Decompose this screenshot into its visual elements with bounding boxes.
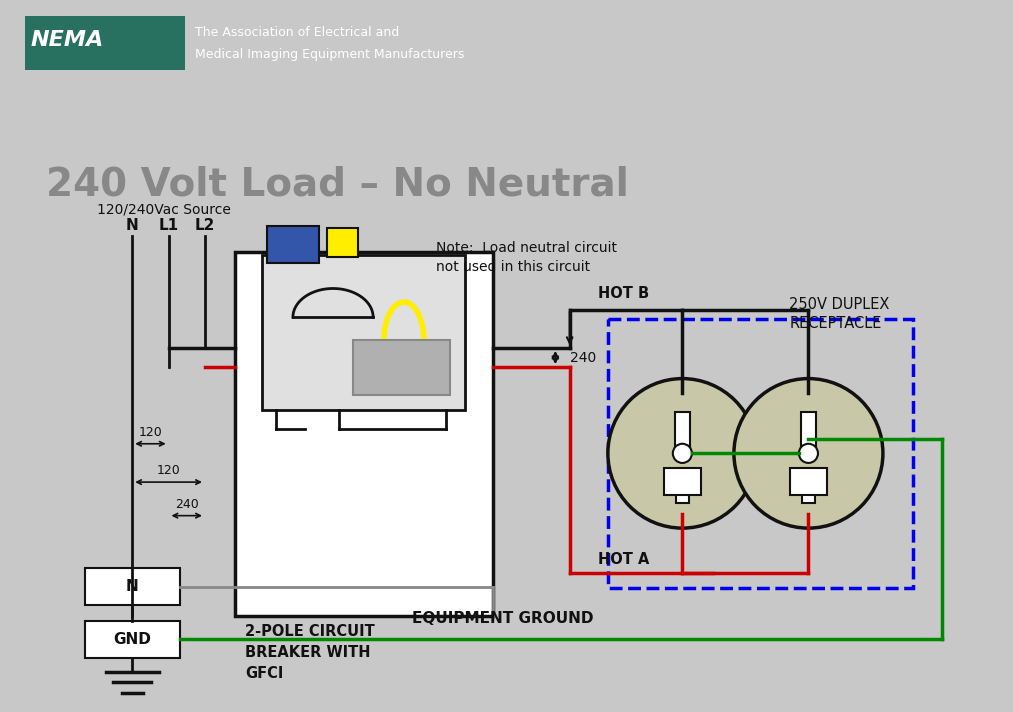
Bar <box>790 468 827 495</box>
Bar <box>608 319 914 587</box>
Bar <box>84 568 180 604</box>
Text: 250V DUPLEX
RECEPTACLE: 250V DUPLEX RECEPTACLE <box>789 297 889 330</box>
Bar <box>84 621 180 657</box>
Text: L2: L2 <box>194 218 215 233</box>
Bar <box>676 468 689 503</box>
Bar <box>267 226 319 263</box>
Bar <box>675 412 690 453</box>
Circle shape <box>734 379 883 528</box>
Text: NEMA: NEMA <box>30 30 103 50</box>
Text: 240 Volt Load – No Neutral: 240 Volt Load – No Neutral <box>47 166 629 204</box>
Text: 2-POLE CIRCUIT
BREAKER WITH
GFCI: 2-POLE CIRCUIT BREAKER WITH GFCI <box>245 624 375 681</box>
Text: L1: L1 <box>158 218 178 233</box>
Bar <box>235 252 493 617</box>
Bar <box>801 412 816 453</box>
Bar <box>327 228 358 257</box>
Text: EQUIPMENT GROUND: EQUIPMENT GROUND <box>412 611 594 626</box>
Text: 120: 120 <box>139 426 162 439</box>
Circle shape <box>673 444 692 463</box>
Text: 240: 240 <box>175 498 199 511</box>
Bar <box>25 16 185 70</box>
Text: HOT A: HOT A <box>599 552 649 567</box>
Text: 120/240Vac Source: 120/240Vac Source <box>97 203 231 216</box>
Text: N: N <box>126 579 139 594</box>
Bar <box>262 255 465 410</box>
Text: GND: GND <box>113 632 151 646</box>
Text: 120: 120 <box>157 464 180 477</box>
Text: The Association of Electrical and: The Association of Electrical and <box>194 26 399 39</box>
Text: Medical Imaging Equipment Manufacturers: Medical Imaging Equipment Manufacturers <box>194 48 464 61</box>
Bar <box>354 340 451 394</box>
Text: 240: 240 <box>569 350 596 365</box>
Circle shape <box>799 444 817 463</box>
Circle shape <box>608 379 757 528</box>
Text: N: N <box>126 218 139 233</box>
Bar <box>801 468 815 503</box>
Text: Note:  Load neutral circuit
not used in this circuit: Note: Load neutral circuit not used in t… <box>436 241 617 274</box>
Bar <box>665 468 701 495</box>
Text: HOT B: HOT B <box>599 286 649 301</box>
